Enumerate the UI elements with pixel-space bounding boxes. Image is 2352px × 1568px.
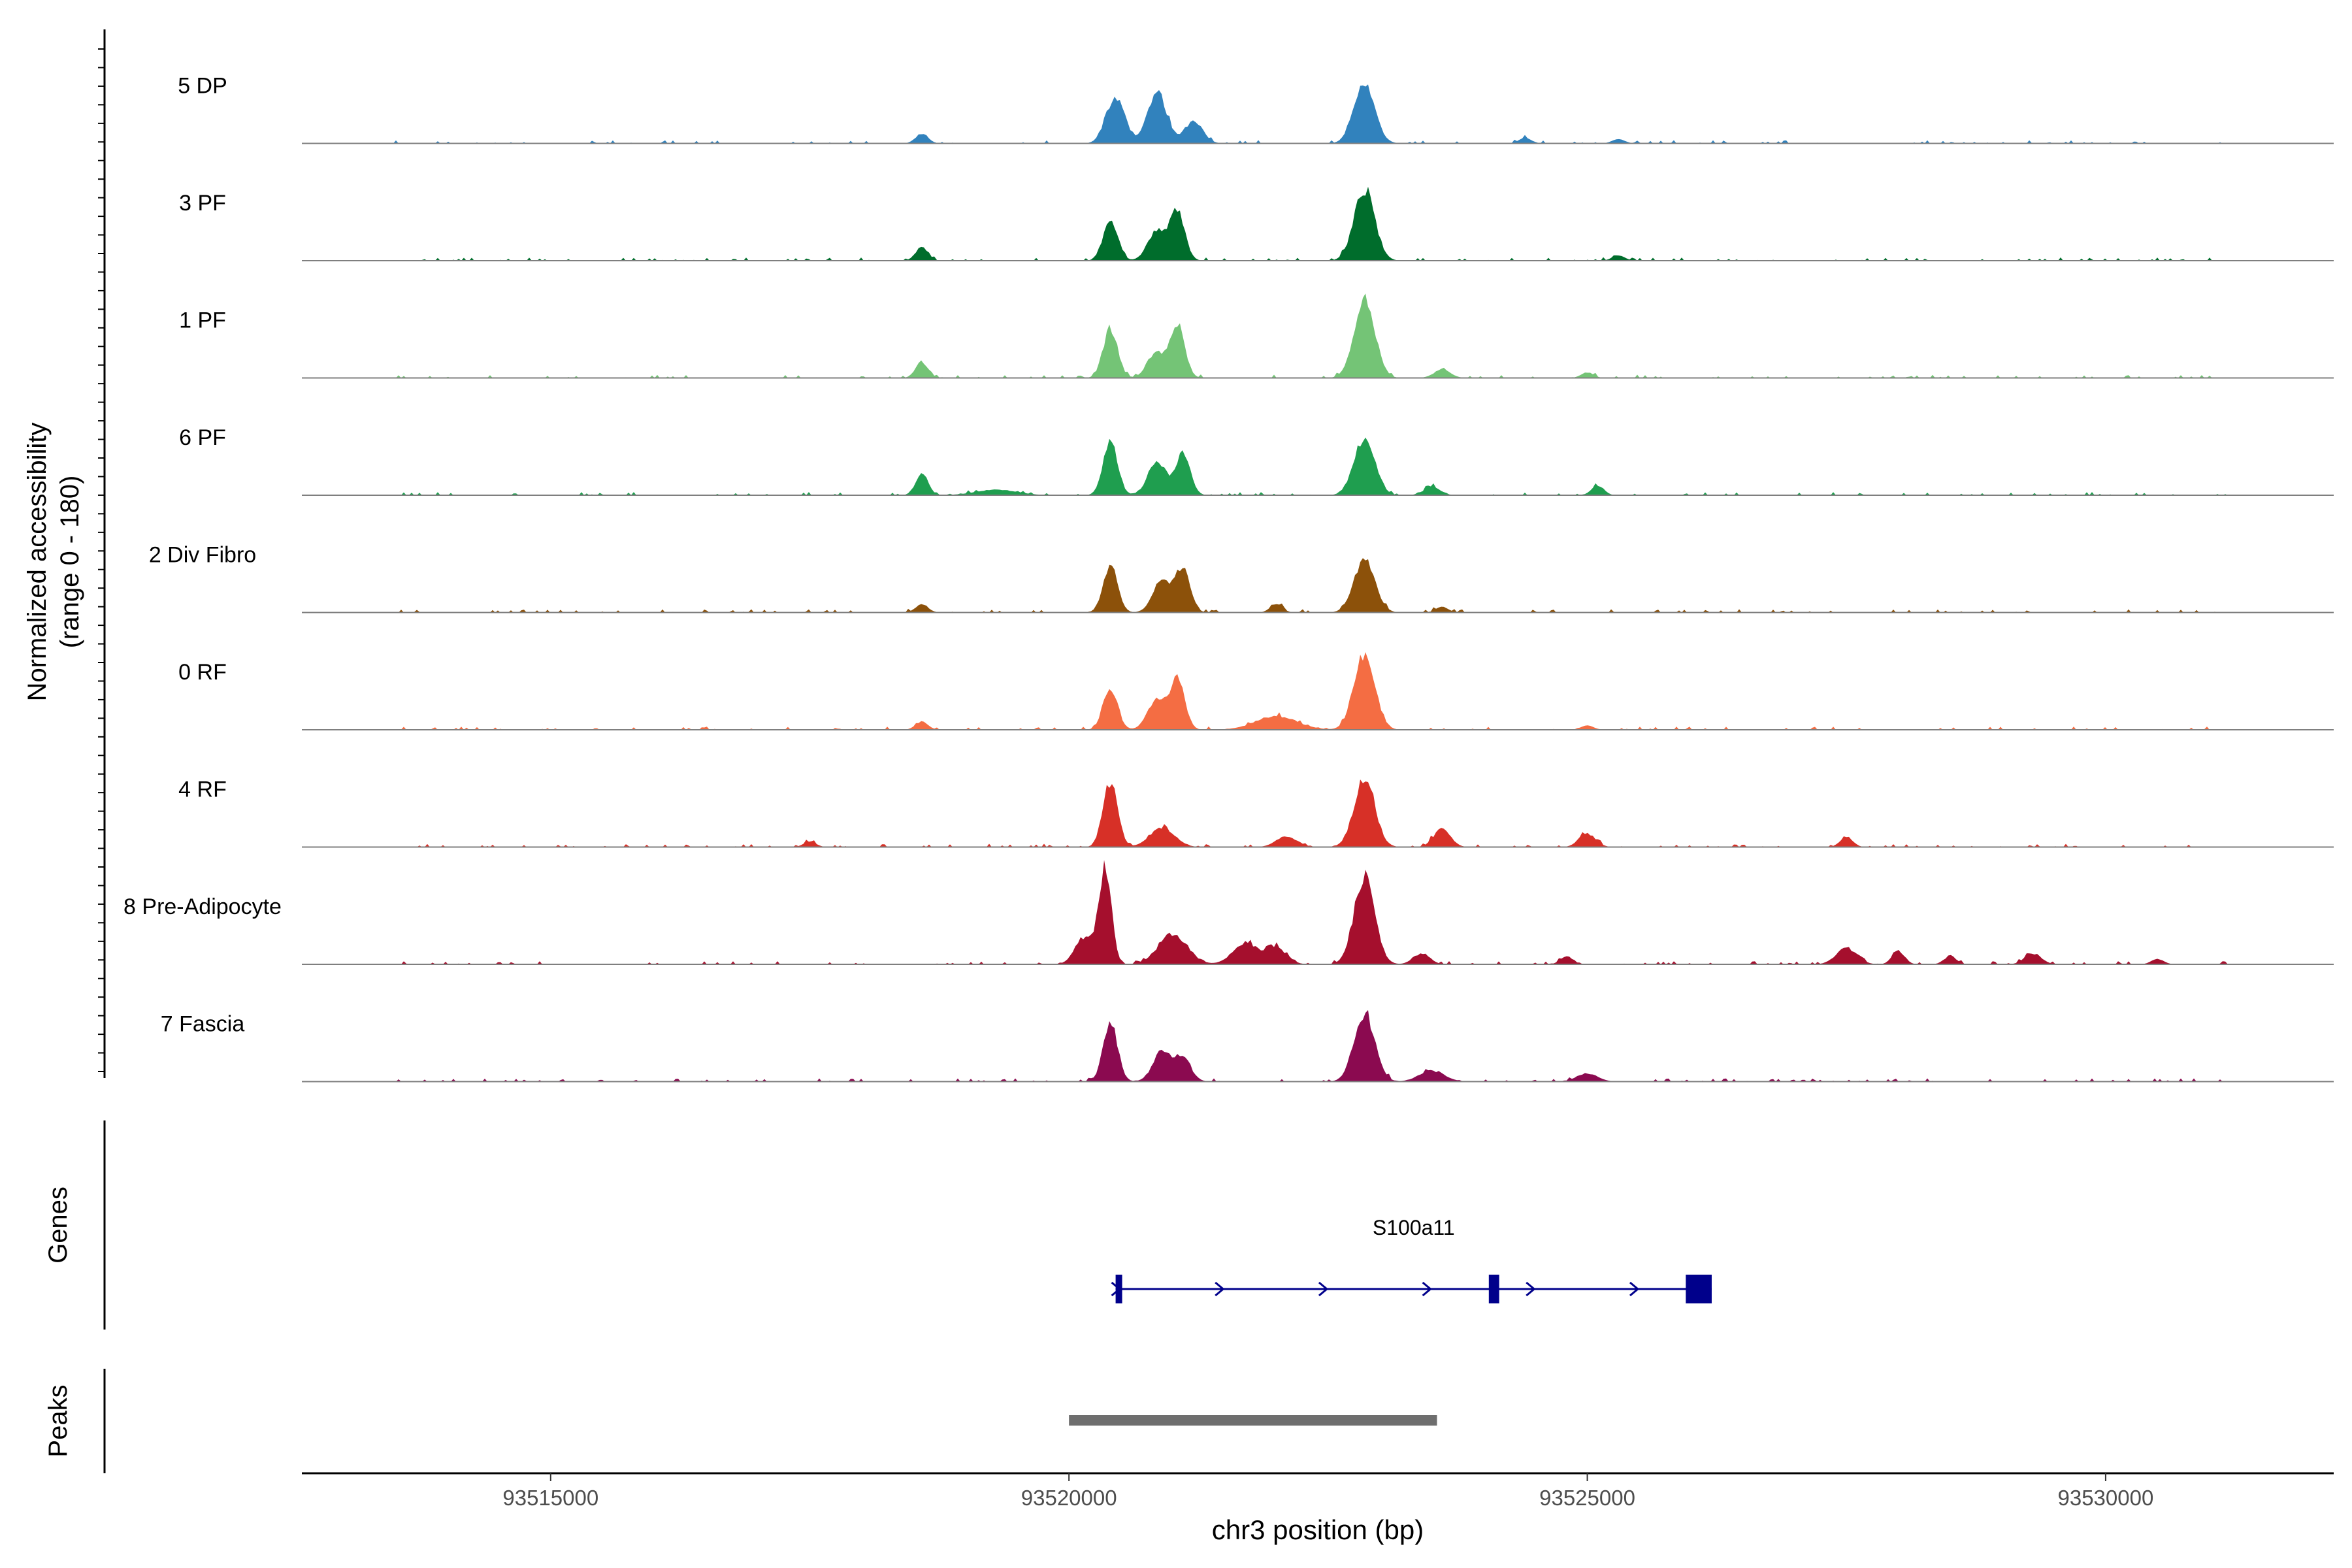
strand-arrow-icon (1422, 1281, 1432, 1297)
track-5-dp: 5 DP (178, 74, 2334, 144)
strand-arrow-icon (1318, 1281, 1329, 1297)
gene-exon (1115, 1275, 1122, 1303)
coverage-area (302, 652, 2334, 730)
coverage-area (302, 437, 2334, 495)
genes-panel-label: Genes (44, 1186, 73, 1264)
x-axis-label: chr3 position (bp) (1212, 1514, 1424, 1545)
track-7-fascia: 7 Fascia (161, 1010, 2334, 1083)
track-label: 7 Fascia (161, 1012, 245, 1037)
x-axis-tick-label: 93520000 (1021, 1486, 1117, 1510)
peak-region (1069, 1415, 1437, 1426)
track-label: 1 PF (179, 308, 226, 333)
track-label: 8 Pre-Adipocyte (123, 894, 282, 919)
track-label: 0 RF (178, 660, 227, 685)
coverage-area (302, 84, 2334, 144)
track-label: 3 PF (179, 191, 226, 216)
genes-panel: Genes S100a11 (44, 1120, 1712, 1330)
x-axis-tick-label: 93530000 (2058, 1486, 2154, 1510)
x-axis-tick-label: 93525000 (1539, 1486, 1635, 1510)
coverage-area (302, 1010, 2334, 1082)
track-0-rf: 0 RF (178, 652, 2334, 730)
y-axis (98, 29, 106, 1078)
coverage-tracks: 5 DP 3 PF 1 PF 6 PF 2 Div Fibro 0 RF 4 RF 8 Pre… (123, 74, 2334, 1083)
track-6-pf: 6 PF (179, 425, 2334, 496)
peaks-panel: Peaks (44, 1369, 1437, 1473)
gene-name-label: S100a11 (1373, 1216, 1455, 1239)
y-axis-label-line2: (range 0 - 180) (56, 476, 84, 649)
coverage-area (302, 558, 2334, 613)
strand-arrow-icon (1526, 1281, 1536, 1297)
track-label: 4 RF (178, 777, 227, 802)
track-label: 2 Div Fibro (149, 543, 256, 568)
track-4-rf: 4 RF (178, 777, 2334, 848)
coverage-area (302, 293, 2334, 378)
gene-exon (1488, 1275, 1499, 1303)
gene-exon (1686, 1275, 1712, 1303)
track-8-pre-adipocyte: 8 Pre-Adipocyte (123, 860, 2334, 965)
track-3-pf: 3 PF (179, 186, 2334, 261)
coverage-area (302, 860, 2334, 964)
track-2-div-fibro: 2 Div Fibro (149, 543, 2334, 613)
strand-arrow-icon (1215, 1281, 1225, 1297)
x-axis-tick-label: 93515000 (502, 1486, 598, 1510)
strand-arrow-icon (1629, 1281, 1640, 1297)
peaks-panel-label: Peaks (44, 1384, 73, 1457)
coverage-area (302, 186, 2334, 261)
x-axis: 93515000 93520000 93525000 93530000 (302, 1472, 2334, 1510)
coverage-area (302, 779, 2334, 847)
track-1-pf: 1 PF (179, 293, 2334, 379)
y-axis-label-line1: Normalized accessibility (23, 423, 52, 702)
track-label: 5 DP (178, 74, 227, 99)
track-label: 6 PF (179, 425, 226, 450)
